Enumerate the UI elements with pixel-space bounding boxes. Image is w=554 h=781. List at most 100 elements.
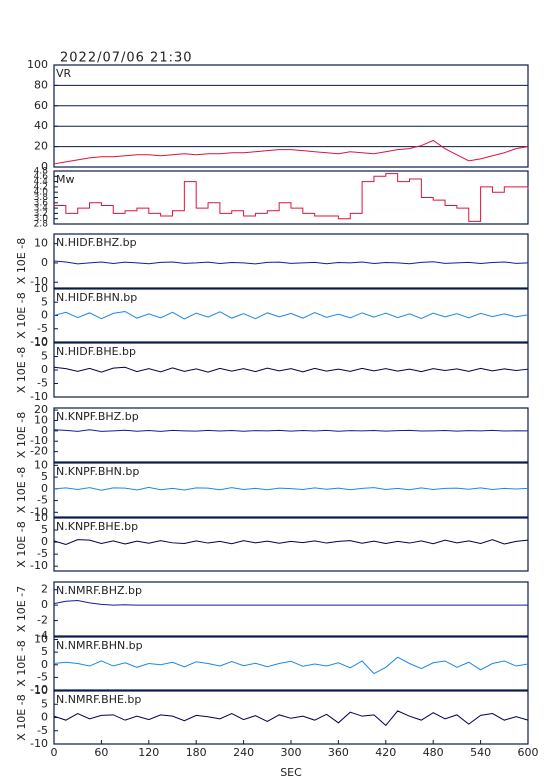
y-tick-label: -5 bbox=[37, 494, 48, 507]
y-tick-label: 10 bbox=[34, 511, 48, 524]
y-tick-label: 5 bbox=[41, 697, 48, 710]
y-tick-label: -10 bbox=[30, 390, 48, 403]
y-tick-label: 20 bbox=[34, 403, 48, 416]
data-line bbox=[53, 311, 529, 320]
y-tick-label: 4.8 bbox=[34, 167, 49, 177]
y-tick-label: 4.0 bbox=[34, 188, 49, 198]
y-tick-label: 5 bbox=[41, 645, 48, 658]
y-tick-label: 10 bbox=[34, 237, 48, 250]
y-tick-label: 5 bbox=[41, 295, 48, 308]
x-tick-label: 360 bbox=[328, 746, 349, 759]
y-tick-label: 10 bbox=[34, 633, 48, 646]
data-line bbox=[54, 173, 529, 222]
y-tick-label: 3.8 bbox=[34, 193, 49, 203]
y-axis-label: X 10E -8 bbox=[15, 238, 28, 284]
y-tick-label: -10 bbox=[30, 737, 48, 750]
y-tick-label: 0 bbox=[41, 309, 48, 322]
y-tick-label: -20 bbox=[30, 445, 48, 458]
panel-frame bbox=[53, 517, 529, 572]
panel-label: N.KNPF.BHE.bp bbox=[56, 520, 138, 533]
x-axis-label: SEC bbox=[280, 766, 302, 779]
y-tick-label: 10 bbox=[34, 413, 48, 426]
data-line bbox=[53, 539, 529, 546]
data-line bbox=[53, 486, 529, 491]
y-tick-label: 60 bbox=[34, 99, 48, 112]
y-axis-label: X 10E -8 bbox=[15, 467, 28, 513]
panel-label: N.HIDF.BHZ.bp bbox=[56, 236, 137, 249]
y-axis-label: X 10E -8 bbox=[15, 347, 28, 393]
y-axis-label: X 10E -8 bbox=[15, 640, 28, 686]
x-tick-label: 540 bbox=[470, 746, 491, 759]
panel-frame bbox=[53, 64, 529, 168]
y-tick-label: 2.8 bbox=[34, 220, 49, 230]
y-tick-label: 0 bbox=[41, 598, 48, 611]
panel-frame bbox=[53, 407, 529, 463]
data-line bbox=[53, 710, 529, 727]
y-tick-label: 0 bbox=[41, 363, 48, 376]
panel-label: VR bbox=[56, 67, 72, 80]
y-tick-label: -5 bbox=[37, 322, 48, 335]
y-tick-label: 5 bbox=[41, 470, 48, 483]
x-tick-label: 60 bbox=[94, 746, 108, 759]
y-tick-label: 20 bbox=[34, 140, 48, 153]
y-axis-label: X 10E -8 bbox=[15, 521, 28, 567]
y-tick-label: -5 bbox=[37, 724, 48, 737]
data-line bbox=[53, 600, 528, 606]
y-tick-label: 80 bbox=[34, 78, 48, 91]
y-tick-label: 0 bbox=[41, 658, 48, 671]
data-line bbox=[53, 139, 529, 165]
y-tick-label: -4 bbox=[37, 629, 48, 642]
y-tick-label: 0 bbox=[41, 711, 48, 724]
y-tick-label: -5 bbox=[37, 377, 48, 390]
data-line bbox=[53, 366, 529, 373]
y-tick-label: 4.4 bbox=[34, 177, 49, 187]
y-tick-label: 4.2 bbox=[34, 182, 48, 192]
panel-frame bbox=[53, 462, 529, 518]
panel-label: N.KNPF.BHZ.bp bbox=[56, 410, 139, 423]
y-tick-label: -10 bbox=[30, 559, 48, 572]
y-tick-label: 3.0 bbox=[34, 214, 49, 224]
y-tick-label: 3.6 bbox=[34, 198, 49, 208]
y-tick-label: 5 bbox=[41, 350, 48, 363]
y-tick-label: 40 bbox=[34, 119, 48, 132]
panel-label: N.NMRF.BHE.bp bbox=[56, 693, 141, 706]
panel-frame bbox=[53, 170, 529, 225]
y-tick-label: 0 bbox=[41, 256, 48, 269]
y-tick-label: 0 bbox=[41, 160, 48, 173]
y-tick-label: 3.2 bbox=[34, 209, 48, 219]
panel-frame bbox=[53, 581, 529, 637]
x-tick-label: 480 bbox=[423, 746, 444, 759]
chart-title: 2022/07/06 21:30 bbox=[60, 51, 193, 66]
panel-label: N.NMRF.BHN.bp bbox=[56, 639, 143, 652]
y-tick-label: 10 bbox=[34, 336, 48, 349]
x-tick-label: 600 bbox=[518, 746, 539, 759]
y-axis-label: X 10E -7 bbox=[15, 586, 28, 632]
y-tick-label: 4.6 bbox=[34, 172, 49, 182]
y-tick-label: 10 bbox=[34, 282, 48, 295]
y-tick-label: 3.4 bbox=[34, 204, 49, 214]
y-tick-label: -10 bbox=[30, 434, 48, 447]
y-tick-label: -5 bbox=[37, 547, 48, 560]
panel-label: N.HIDF.BHN.bp bbox=[56, 291, 137, 304]
y-axis-label: X 10E -8 bbox=[15, 694, 28, 740]
data-line bbox=[53, 260, 529, 265]
data-line bbox=[53, 429, 529, 432]
y-tick-label: 10 bbox=[34, 684, 48, 697]
x-tick-label: 180 bbox=[186, 746, 207, 759]
y-tick-label: 2 bbox=[41, 583, 48, 596]
y-tick-label: 0 bbox=[41, 482, 48, 495]
x-tick-label: 0 bbox=[51, 746, 58, 759]
x-tick-label: 240 bbox=[233, 746, 254, 759]
x-tick-label: 120 bbox=[138, 746, 159, 759]
y-tick-label: -2 bbox=[37, 614, 48, 627]
y-tick-label: 0 bbox=[41, 535, 48, 548]
panel-label: N.NMRF.BHZ.bp bbox=[56, 584, 142, 597]
y-tick-label: -10 bbox=[30, 275, 48, 288]
x-tick-label: 300 bbox=[281, 746, 302, 759]
y-tick-label: -10 bbox=[30, 683, 48, 696]
y-axis-label: X 10E -8 bbox=[15, 412, 28, 458]
y-tick-label: -5 bbox=[37, 670, 48, 683]
x-tick-label: 420 bbox=[375, 746, 396, 759]
data-line bbox=[53, 656, 529, 675]
